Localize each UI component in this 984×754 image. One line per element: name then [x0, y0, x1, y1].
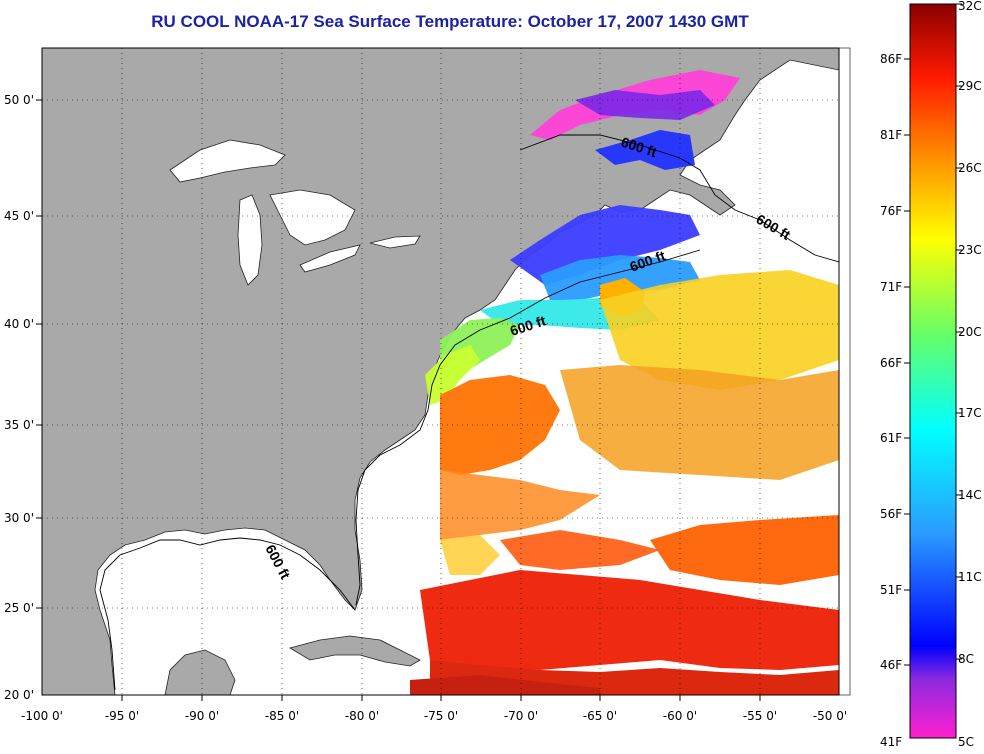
colorbar-fahrenheit-labels: 86F 81F 76F 71F 66F 61F 56F 51F 46F 41F — [880, 52, 902, 749]
lon-label: -60 0' — [663, 709, 697, 723]
colorbar-label-f: 81F — [880, 128, 902, 142]
colorbar-label-f: 41F — [880, 735, 902, 749]
colorbar-label-c: 11C — [958, 570, 982, 584]
lon-label: -70 0' — [504, 709, 538, 723]
lon-label: -85 0' — [265, 709, 299, 723]
colorbar-label-c: 23C — [958, 243, 982, 257]
map-outer-border — [41, 47, 851, 696]
lon-label: -65 0' — [583, 709, 617, 723]
lon-label: -80 0' — [345, 709, 379, 723]
colorbar-label-c: 29C — [958, 79, 982, 93]
lake-michigan — [237, 194, 263, 286]
latitude-axis-labels: 50 0' 45 0' 40 0' 35 0' 30 0' 25 0' 20 0… — [4, 93, 34, 702]
map-title: RU COOL NOAA-17 Sea Surface Temperature:… — [151, 12, 749, 31]
lon-label: -100 0' — [21, 709, 63, 723]
600ft-contour-line — [99, 134, 839, 691]
lat-label: 50 0' — [4, 93, 34, 107]
sst-data-layer — [410, 70, 839, 695]
lat-label: 40 0' — [4, 317, 34, 331]
lon-label: -90 0' — [185, 709, 219, 723]
land-cuba — [288, 635, 421, 667]
colorbar — [909, 3, 957, 739]
colorbar-label-c: 32C — [958, 0, 982, 13]
lon-label: -75 0' — [424, 709, 458, 723]
colorbar-label-f: 61F — [880, 431, 902, 445]
colorbar-label-f: 51F — [880, 583, 902, 597]
colorbar-label-f: 66F — [880, 356, 902, 370]
colorbar-label-c: 14C — [958, 488, 982, 502]
lake-superior — [169, 139, 286, 183]
lat-label: 35 0' — [4, 418, 34, 432]
lat-label: 25 0' — [4, 601, 34, 615]
colorbar-label-f: 46F — [880, 658, 902, 672]
colorbar-label-c: 26C — [958, 161, 982, 175]
colorbar-celsius-labels: 32C 29C 26C 23C 20C 17C 14C 11C 8C 5C — [958, 0, 982, 749]
colorbar-label-c: 8C — [958, 652, 974, 666]
land-yucatan — [164, 649, 236, 695]
tick-marks — [36, 99, 761, 701]
lake-erie — [299, 244, 361, 273]
colorbar-label-c: 5C — [958, 735, 974, 749]
colorbar-label-f: 86F — [880, 52, 902, 66]
colorbar-label-f: 76F — [880, 204, 902, 218]
colorbar-label-c: 17C — [958, 406, 982, 420]
colorbar-label-c: 20C — [958, 325, 982, 339]
lat-label: 20 0' — [4, 688, 34, 702]
lake-ontario — [369, 235, 421, 249]
lon-label: -55 0' — [743, 709, 777, 723]
colorbar-ticks — [904, 3, 962, 666]
longitude-axis-labels: -100 0' -95 0' -90 0' -85 0' -80 0' -75 … — [21, 709, 847, 723]
lat-label: 45 0' — [4, 209, 34, 223]
lon-label: -50 0' — [813, 709, 847, 723]
colorbar-label-f: 56F — [880, 507, 902, 521]
lake-huron — [269, 189, 356, 246]
lat-label: 30 0' — [4, 511, 34, 525]
lon-label: -95 0' — [105, 709, 139, 723]
colorbar-label-f: 71F — [880, 280, 902, 294]
